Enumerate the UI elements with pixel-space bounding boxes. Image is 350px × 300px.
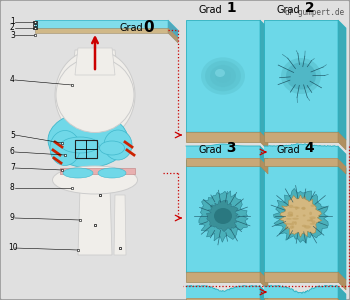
Polygon shape xyxy=(264,298,338,300)
Ellipse shape xyxy=(287,214,293,217)
Polygon shape xyxy=(260,146,268,166)
Polygon shape xyxy=(71,84,73,86)
Ellipse shape xyxy=(310,218,313,222)
Polygon shape xyxy=(260,286,268,300)
Polygon shape xyxy=(264,272,338,282)
Ellipse shape xyxy=(99,141,125,155)
Polygon shape xyxy=(338,146,346,166)
Polygon shape xyxy=(35,28,168,33)
Text: 3: 3 xyxy=(222,141,237,155)
Polygon shape xyxy=(186,285,260,298)
Text: 0: 0 xyxy=(143,20,154,35)
Ellipse shape xyxy=(310,223,315,225)
Ellipse shape xyxy=(309,219,312,221)
Polygon shape xyxy=(61,169,63,171)
Ellipse shape xyxy=(292,218,299,220)
Ellipse shape xyxy=(310,205,315,207)
Polygon shape xyxy=(264,285,338,298)
Polygon shape xyxy=(186,132,268,140)
Polygon shape xyxy=(206,200,240,232)
Text: Grad: Grad xyxy=(198,145,222,155)
Ellipse shape xyxy=(61,137,99,153)
Ellipse shape xyxy=(296,215,299,217)
Polygon shape xyxy=(264,160,338,272)
Ellipse shape xyxy=(289,205,293,208)
Polygon shape xyxy=(260,132,268,150)
Polygon shape xyxy=(260,158,268,174)
Polygon shape xyxy=(338,160,346,280)
Polygon shape xyxy=(114,195,126,255)
Ellipse shape xyxy=(288,212,293,215)
Polygon shape xyxy=(168,28,178,43)
Ellipse shape xyxy=(104,130,132,160)
Polygon shape xyxy=(119,247,121,249)
Text: Grad: Grad xyxy=(120,23,144,33)
Polygon shape xyxy=(186,144,260,158)
Polygon shape xyxy=(338,272,346,290)
Ellipse shape xyxy=(302,225,307,227)
Polygon shape xyxy=(64,154,66,156)
Polygon shape xyxy=(79,219,81,221)
Text: 1: 1 xyxy=(222,1,237,15)
Polygon shape xyxy=(264,20,338,132)
Polygon shape xyxy=(71,187,73,189)
Polygon shape xyxy=(94,224,96,226)
Polygon shape xyxy=(338,286,346,300)
Ellipse shape xyxy=(301,207,306,209)
Text: 9: 9 xyxy=(10,214,15,223)
Ellipse shape xyxy=(290,214,293,216)
Polygon shape xyxy=(260,298,268,300)
Ellipse shape xyxy=(292,221,295,224)
Ellipse shape xyxy=(295,207,298,210)
Ellipse shape xyxy=(286,62,316,89)
Text: Grad: Grad xyxy=(276,145,300,155)
Text: 5: 5 xyxy=(10,130,15,140)
Ellipse shape xyxy=(303,214,306,217)
Ellipse shape xyxy=(98,168,126,178)
Polygon shape xyxy=(274,188,328,243)
Polygon shape xyxy=(186,132,260,142)
Polygon shape xyxy=(338,298,346,300)
Polygon shape xyxy=(72,50,118,80)
Ellipse shape xyxy=(312,220,316,224)
Polygon shape xyxy=(186,272,268,280)
Text: 4: 4 xyxy=(10,76,15,85)
Ellipse shape xyxy=(286,226,289,230)
Ellipse shape xyxy=(296,207,300,209)
Polygon shape xyxy=(35,20,168,28)
Text: 6: 6 xyxy=(10,148,15,157)
Ellipse shape xyxy=(292,225,294,229)
Text: 1: 1 xyxy=(10,17,15,26)
Polygon shape xyxy=(264,144,338,158)
Polygon shape xyxy=(279,195,322,237)
Text: Grad: Grad xyxy=(276,5,300,15)
Ellipse shape xyxy=(205,61,241,91)
Text: 7: 7 xyxy=(10,164,15,172)
Ellipse shape xyxy=(52,166,138,194)
Polygon shape xyxy=(186,158,260,166)
Text: 8: 8 xyxy=(10,184,15,193)
Ellipse shape xyxy=(294,221,297,225)
Ellipse shape xyxy=(302,207,306,210)
Polygon shape xyxy=(34,34,36,36)
Ellipse shape xyxy=(281,58,321,94)
Text: 10: 10 xyxy=(8,244,18,253)
Ellipse shape xyxy=(304,225,311,229)
Polygon shape xyxy=(186,272,260,282)
Text: Grad: Grad xyxy=(198,5,222,15)
Ellipse shape xyxy=(290,226,293,229)
Polygon shape xyxy=(186,20,260,132)
Ellipse shape xyxy=(210,65,236,87)
Text: 2: 2 xyxy=(10,23,15,32)
Ellipse shape xyxy=(289,223,294,225)
Ellipse shape xyxy=(50,130,80,166)
Polygon shape xyxy=(60,168,135,174)
Polygon shape xyxy=(186,160,260,272)
Polygon shape xyxy=(264,132,346,140)
Ellipse shape xyxy=(201,57,245,95)
Ellipse shape xyxy=(293,206,298,208)
Polygon shape xyxy=(338,158,346,174)
Ellipse shape xyxy=(309,212,312,215)
Ellipse shape xyxy=(63,168,93,178)
